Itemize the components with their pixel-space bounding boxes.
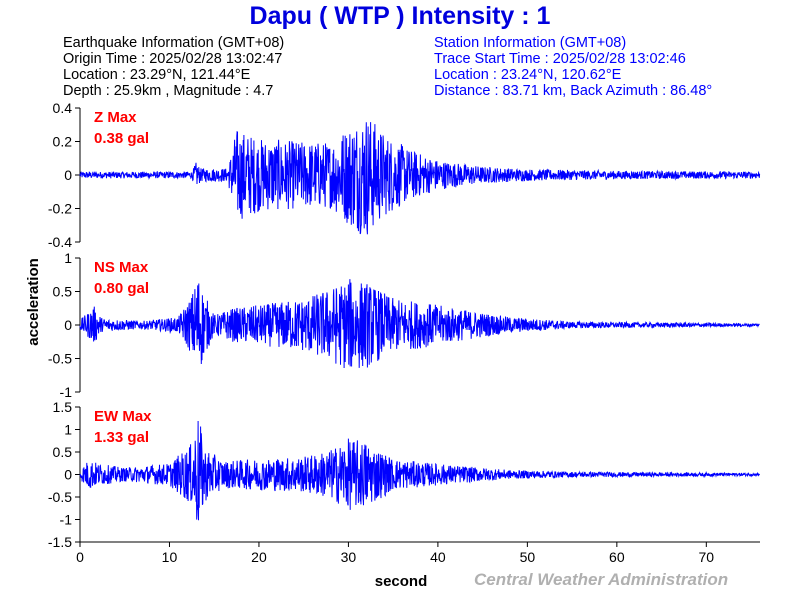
y-tick-label: -1.5 [48, 534, 72, 550]
y-tick-label: 0.5 [53, 444, 73, 460]
distance-azimuth: Distance : 83.71 km, Back Azimuth : 86.4… [434, 83, 713, 99]
max-value-ew: 1.33 gal [94, 429, 149, 446]
x-tick-label: 20 [251, 549, 267, 565]
trace-start-time: Trace Start Time : 2025/02/28 13:02:46 [434, 51, 686, 67]
waveform-ns [79, 279, 760, 369]
y-tick-label: -0.5 [48, 489, 72, 505]
x-tick-label: 70 [699, 549, 715, 565]
y-tick-label: 0.2 [53, 134, 73, 150]
origin-time: Origin Time : 2025/02/28 13:02:47 [63, 51, 283, 67]
earthquake-info-heading: Earthquake Information (GMT+08) [63, 35, 285, 51]
y-axis-label: acceleration [25, 258, 42, 346]
max-label-ns: NS Max [94, 259, 149, 276]
y-tick-label: -0.2 [48, 201, 72, 217]
y-tick-label: 0.4 [53, 100, 73, 116]
y-tick-label: -0.4 [48, 234, 72, 250]
agency-credit: Central Weather Administration [474, 570, 729, 589]
y-tick-label: 0 [64, 167, 72, 183]
x-tick-label: 40 [430, 549, 446, 565]
depth-magnitude: Depth : 25.9km , Magnitude : 4.7 [63, 83, 274, 99]
max-value-z: 0.38 gal [94, 130, 149, 147]
y-tick-label: 0 [64, 317, 72, 333]
waveform-ew [79, 420, 761, 521]
station-location: Location : 23.24°N, 120.62°E [434, 67, 622, 83]
y-tick-label: 0 [64, 467, 72, 483]
y-tick-label: 0.5 [53, 284, 73, 300]
x-tick-label: 10 [162, 549, 178, 565]
x-axis-label: second [375, 573, 428, 590]
max-label-z: Z Max [94, 109, 137, 126]
y-tick-label: 1 [64, 250, 72, 266]
y-tick-label: -1 [60, 384, 73, 400]
x-tick-label: 60 [609, 549, 625, 565]
x-tick-label: 30 [341, 549, 357, 565]
station-info: Station Information (GMT+08) Trace Start… [434, 35, 712, 99]
y-tick-label: -0.5 [48, 351, 72, 367]
station-info-heading: Station Information (GMT+08) [434, 35, 627, 51]
y-tick-label: -1 [60, 512, 73, 528]
x-tick-label: 50 [520, 549, 536, 565]
waveform-z [79, 122, 761, 235]
earthquake-info: Earthquake Information (GMT+08) Origin T… [63, 35, 284, 99]
y-tick-label: 1.5 [53, 399, 73, 415]
y-tick-label: 1 [64, 422, 72, 438]
max-label-ew: EW Max [94, 408, 152, 425]
epicenter-location: Location : 23.29°N, 121.44°E [63, 67, 251, 83]
x-tick-label: 0 [76, 549, 84, 565]
chart-title: Dapu ( WTP ) Intensity : 1 [249, 2, 551, 30]
max-value-ns: 0.80 gal [94, 280, 149, 297]
